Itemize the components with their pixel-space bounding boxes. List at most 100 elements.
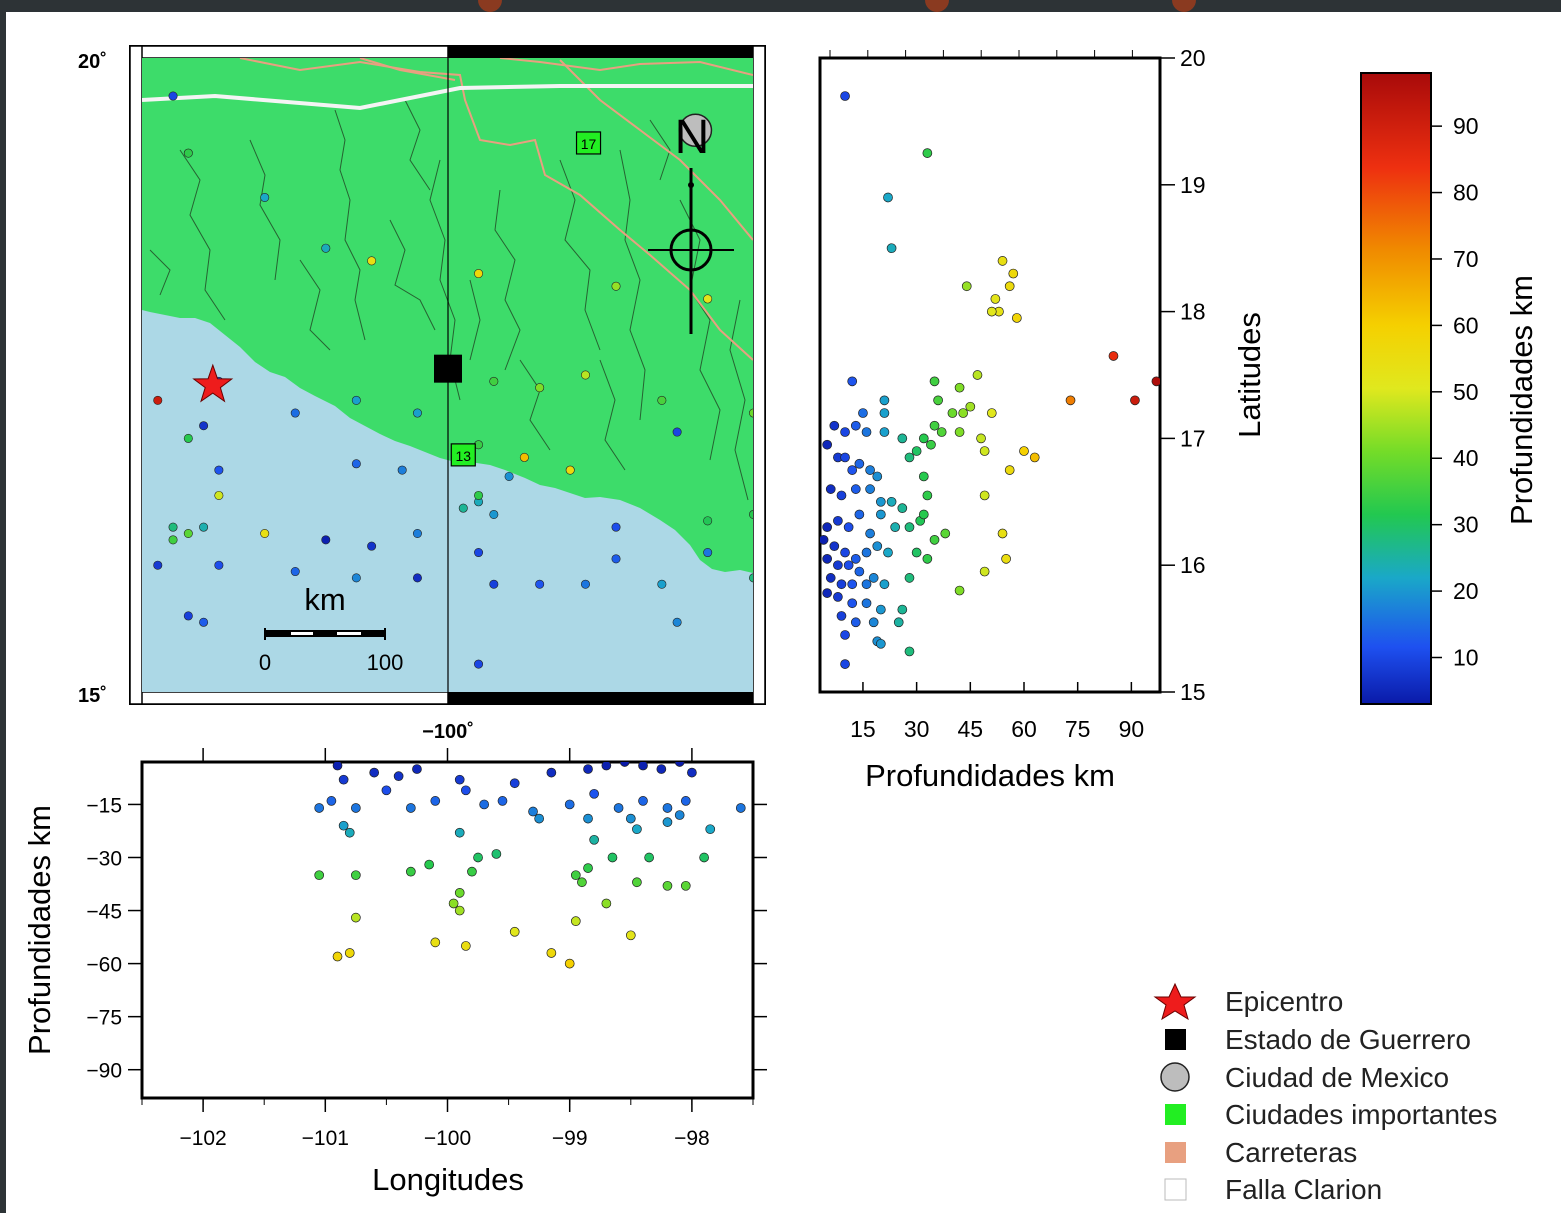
lon-panel-point [601, 898, 612, 909]
colorbar-tick-label: 20 [1453, 578, 1479, 604]
map-lat-label-20: 20˚ [78, 50, 107, 73]
lon-panel-point [448, 898, 459, 909]
lon-panel-point [460, 785, 471, 796]
lat-panel-point [1130, 395, 1140, 406]
lat-panel-point [833, 560, 843, 571]
lat-panel-xtick-label: 15 [850, 716, 876, 742]
lon-panel-point [570, 870, 581, 881]
map-quake-point [458, 503, 468, 513]
map-quake-point [351, 573, 361, 583]
map-quake-point [672, 617, 682, 627]
lon-panel-point [454, 905, 465, 916]
lat-panel-point [879, 579, 890, 590]
map-quake-point [611, 554, 621, 564]
lat-panel-ytick-label: 19 [1180, 172, 1206, 198]
lon-panel-point [381, 785, 392, 796]
lat-panel-point [979, 446, 990, 456]
map-quake-point [795, 453, 803, 461]
lat-panel-ylabel: Latitudes [1232, 312, 1267, 438]
lat-panel-point [997, 528, 1008, 539]
map-quake-point [412, 408, 422, 418]
legend-green-square-icon [1165, 1104, 1186, 1125]
lon-panel-point [338, 820, 349, 831]
colorbar-tick-label: 10 [1453, 645, 1479, 671]
map-quake-point [214, 490, 224, 500]
lat-panel-point [1008, 268, 1019, 279]
map-quake-point [657, 579, 667, 589]
lat-panel-point [822, 439, 833, 450]
lat-panel-point [890, 522, 901, 533]
lon-panel-point [625, 930, 636, 941]
lat-panel-point [1065, 395, 1076, 406]
estado-de-guerrero-marker [434, 354, 462, 383]
lat-panel-point [840, 659, 850, 669]
lon-panel-point [589, 788, 599, 799]
map-quake-point [749, 510, 753, 519]
lon-panel-point [314, 803, 325, 813]
lat-panel-point [843, 522, 854, 533]
map-quake-point [260, 192, 270, 202]
lon-panel-point [491, 849, 502, 859]
lat-panel-ytick-label: 15 [1180, 679, 1206, 705]
lat-panel-point [840, 547, 850, 558]
map-quake-point [565, 465, 575, 475]
lat-panel-xtick-label: 75 [1065, 716, 1091, 742]
lat-panel-point [954, 585, 965, 596]
lon-panel-ytick-label: −90 [86, 1060, 122, 1083]
colorbar: 90 80 70 60 50 40 30 20 10 Profundidades km [1360, 72, 1539, 705]
lat-panel-point [820, 534, 829, 545]
lon-panel-ytick-label: −60 [86, 954, 122, 977]
ciudad-17-marker: 17 [575, 131, 602, 155]
lat-panel-xtick-label: 60 [1011, 716, 1037, 742]
lat-panel-point [904, 573, 915, 583]
roads [239, 58, 753, 361]
ciudad-7-marker: 7 [70, 76, 92, 98]
lat-panel-point [840, 91, 850, 101]
lon-panel-point [656, 764, 667, 774]
colorbar-tick-label: 50 [1453, 379, 1479, 405]
map-quake-point [183, 528, 193, 538]
colorbar-tick-label: 70 [1453, 246, 1479, 272]
map-quake-point [199, 522, 209, 532]
legend-item-cdmx: Ciudad de Mexico [1225, 1062, 1449, 1093]
lon-panel-point [546, 767, 557, 778]
lon-panel-point [632, 877, 642, 888]
legend-item-guerrero: Estado de Guerrero [1225, 1024, 1471, 1055]
ciudad-13-marker: 13 [450, 443, 476, 467]
lat-panel-points [820, 91, 1160, 669]
map-quake-point [367, 256, 377, 266]
lat-panel-point [840, 452, 850, 463]
map-quake-point [810, 586, 818, 594]
map-quake-point [489, 376, 499, 386]
legend-item-falla: Falla Clarion [1225, 1174, 1382, 1205]
lat-panel-point [833, 515, 843, 526]
colorbar-label: Profundidades km [1504, 275, 1539, 525]
lat-panel-point [854, 566, 865, 577]
map-quake-point [183, 611, 193, 621]
lat-panel-point [997, 256, 1008, 266]
lat-panel-point [822, 554, 833, 564]
map-quake-point [321, 535, 331, 545]
map-quake-point [611, 281, 621, 291]
lon-panel-point [326, 796, 337, 806]
lat-panel-point [861, 579, 872, 590]
lon-panel-points [314, 762, 746, 969]
map-frame-segment [129, 45, 143, 705]
map-quake-point [780, 491, 788, 499]
lon-panel-point [314, 870, 325, 881]
lon-panel-ylabel: Profundidades km [22, 805, 57, 1055]
lon-panel-point [369, 767, 380, 778]
map-quake-point [153, 395, 163, 405]
lat-panel-point [875, 496, 886, 507]
map-quake-point [290, 408, 300, 418]
lon-panel-point [613, 803, 624, 813]
lat-panel-frame [818, 56, 1162, 694]
lon-panel-point [680, 796, 691, 806]
lon-panel-point [460, 941, 471, 951]
lat-panel-point [893, 617, 904, 628]
lat-panel-point [979, 490, 990, 501]
ciudad-7-label: 7 [78, 80, 86, 96]
lon-panel-point [570, 916, 581, 927]
window-top-bar [0, 0, 1561, 12]
